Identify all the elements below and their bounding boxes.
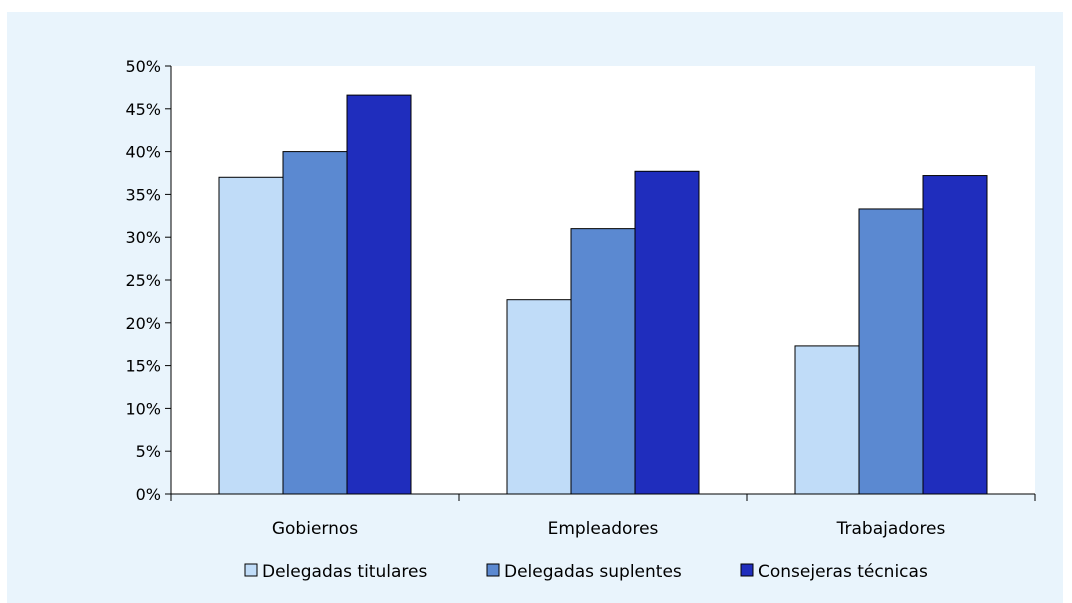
y-tick-label: 5% [136,442,161,461]
bar-1-3 [794,345,860,495]
y-tick-label: 45% [125,100,161,119]
legend: Delegadas titulares Delegadas suplentes Co… [244,562,928,582]
bar-1-2 [506,299,572,495]
y-tick-label: 40% [125,143,161,162]
bar-2-3 [858,208,924,495]
y-tick-label: 35% [125,185,161,204]
legend-swatch-3 [740,563,754,577]
legend-label-3: Consejeras técnicas [758,562,928,582]
bar-2-1 [282,151,348,495]
legend-label-1: Delegadas titulares [262,562,427,582]
y-tick-label: 20% [125,314,161,333]
y-tick-label: 50% [125,57,161,76]
bar-1-1 [218,176,284,495]
bar-3-1 [346,94,412,495]
bars-group [218,94,988,495]
y-tick-label: 10% [125,399,161,418]
bar-3-3 [922,175,988,495]
legend-label-2: Delegadas suplentes [504,562,682,582]
legend-swatch-2 [486,563,500,577]
x-tick-label: Empleadores [548,519,659,539]
y-tick-label: 25% [125,271,161,290]
y-tick-label: 15% [125,357,161,376]
bar-2-2 [570,228,636,495]
bar-3-2 [634,170,700,495]
y-tick-label: 30% [125,228,161,247]
x-tick-label: Trabajadores [836,519,946,539]
x-tick-label: Gobiernos [272,519,358,539]
legend-swatch-1 [244,563,258,577]
y-tick-label: 0% [136,485,161,504]
axes-group: 0% 5% 10% 15% 20% 25% 30% 35% 40% 45% 50% Gobiernos… [125,57,1036,539]
